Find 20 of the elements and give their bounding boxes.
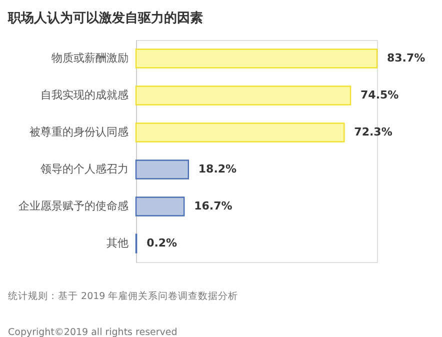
data-label: 83.7% [387, 52, 426, 64]
y-tick-label: 物质或薪酬激励 [52, 52, 128, 64]
y-tick-label: 其他 [106, 236, 128, 250]
y-tick-label: 领导的个人感召力 [40, 162, 128, 176]
data-label: 74.5% [360, 88, 399, 102]
bar [135, 122, 345, 142]
text: Copyright©2019 all rights reserved [8, 327, 178, 337]
chart-title: 职场人认为可以激发自驱力的因素 [7, 10, 203, 26]
bar [135, 196, 185, 216]
text: 统计规则：基于 2019 年雇佣关系问卷调查数据分析 [8, 290, 238, 302]
data-label: 18.2% [198, 162, 237, 176]
data-label: 0.2% [146, 236, 178, 250]
y-tick-label: 被尊重的身份认同感 [30, 126, 128, 138]
y-tick-label: 自我实现的成就感 [40, 88, 128, 102]
bar [135, 160, 190, 180]
data-label: 16.7% [194, 200, 232, 212]
bar [135, 86, 352, 106]
data-label: 72.3% [354, 126, 392, 138]
bar [135, 48, 378, 68]
y-tick-label: 企业愿景赋予的使命感 [18, 200, 128, 212]
